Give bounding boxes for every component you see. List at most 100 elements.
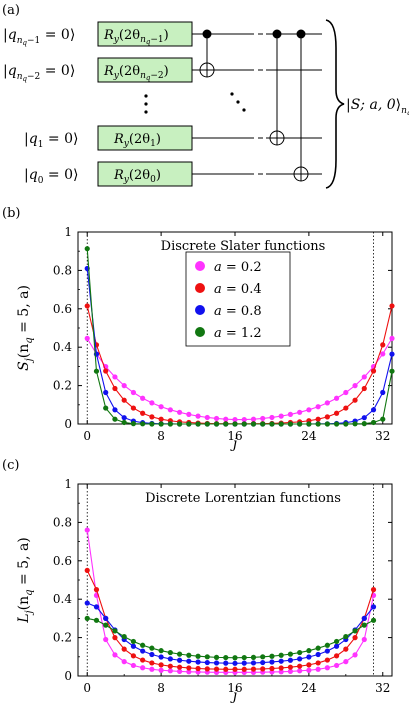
data-point [195,653,201,659]
data-point [213,415,220,422]
data-point [343,421,349,427]
ytick-label: 0.4 [53,592,72,606]
data-point [167,663,173,669]
data-point [352,421,358,427]
data-point [112,385,118,392]
data-point [186,421,192,427]
data-point [149,414,155,420]
panel-c: (c) 0 0.2 0.4 0.6 0.8 1 0 8 16 24 32 j Lj(nq = 5, a)… [2,458,393,704]
data-point [176,421,183,427]
data-point [250,666,257,672]
data-point [287,421,294,427]
data-point [223,666,229,672]
data-point [140,642,146,648]
data-point [121,659,127,665]
circuit-wires [98,33,322,175]
data-point [343,634,349,640]
data-point [140,395,146,401]
data-point [158,404,164,410]
panel-c-tag: (c) [2,458,19,473]
x-axis-label: j [230,688,238,704]
data-point [204,414,210,421]
data-point [380,342,386,348]
data-point [361,385,367,392]
input-ket-q-nq-2: |qnq−2 = 0⟩ [3,63,75,83]
data-point [315,666,321,672]
data-point [84,600,90,606]
data-point [130,643,137,649]
data-point [260,666,266,672]
data-point [121,415,127,421]
legend: a = 0.2 a = 0.4 a = 0.8 a = 1.2 [185,251,291,347]
data-point [306,667,312,673]
data-point [260,654,266,660]
data-point [93,368,100,374]
ytick-label: 0.8 [53,263,72,277]
output-brace [325,19,345,189]
data-point [140,648,146,654]
data-point [278,652,284,658]
data-point [269,414,275,421]
input-ket-q-1: |q1 = 0⟩ [24,131,78,150]
data-point [103,622,109,628]
input-ket-q-0: |q0 = 0⟩ [24,167,78,186]
xtick-label: 8 [157,681,165,695]
data-point [130,662,137,669]
ytick-label: 1 [64,225,72,239]
data-point [260,415,266,422]
data-point [324,421,330,427]
data-point [186,652,192,658]
data-point [112,374,118,380]
legend-marker [195,327,205,337]
data-point [278,413,284,419]
data-point [333,421,340,427]
data-point [103,389,109,396]
data-point [149,660,155,666]
data-point [380,389,386,396]
data-point [84,246,90,252]
series-line [86,338,393,421]
data-point [380,416,386,422]
svg-text:Ry(2θ0): Ry(2θ0) [113,168,161,185]
data-point [297,656,303,662]
legend-entry: a = 0.4 [214,282,262,297]
data-point [389,351,395,357]
data-point [241,421,247,427]
data-point [315,421,321,427]
circuit-dashes [222,33,268,175]
data-point [370,368,377,374]
data-point [84,335,90,341]
panel-b-tag: (b) [2,206,20,221]
ytick-label: 1 [64,477,72,491]
xtick-label: 16 [227,681,242,695]
data-point [93,587,100,593]
control-dot [272,29,282,39]
data-point [324,400,330,406]
data-point [297,663,303,669]
series-1 [84,567,377,672]
data-point [204,659,210,666]
data-point [278,665,284,671]
xtick-label: 8 [157,429,165,443]
ytick-label: 0.6 [53,554,72,568]
series-3 [84,246,395,427]
data-point [333,638,340,645]
y-axis-label: Sj(nq = 5, a) [16,285,35,371]
data-point [260,659,266,666]
data-point [213,654,220,660]
legend-entry: a = 0.8 [214,304,262,319]
ytick-label: 0.4 [53,340,72,354]
data-point [140,421,146,427]
data-point [167,649,173,656]
data-point [352,635,358,641]
data-point [269,659,275,665]
data-point [103,405,109,411]
data-point [250,421,257,427]
data-point [195,665,201,672]
cnot-nq1-to-nq2 [199,29,215,78]
gate-ry-0: Ry(2θ0) [97,161,193,187]
data-point [278,669,284,675]
control-dot [202,29,212,39]
data-point [149,421,155,427]
vertical-ellipsis [144,94,148,114]
